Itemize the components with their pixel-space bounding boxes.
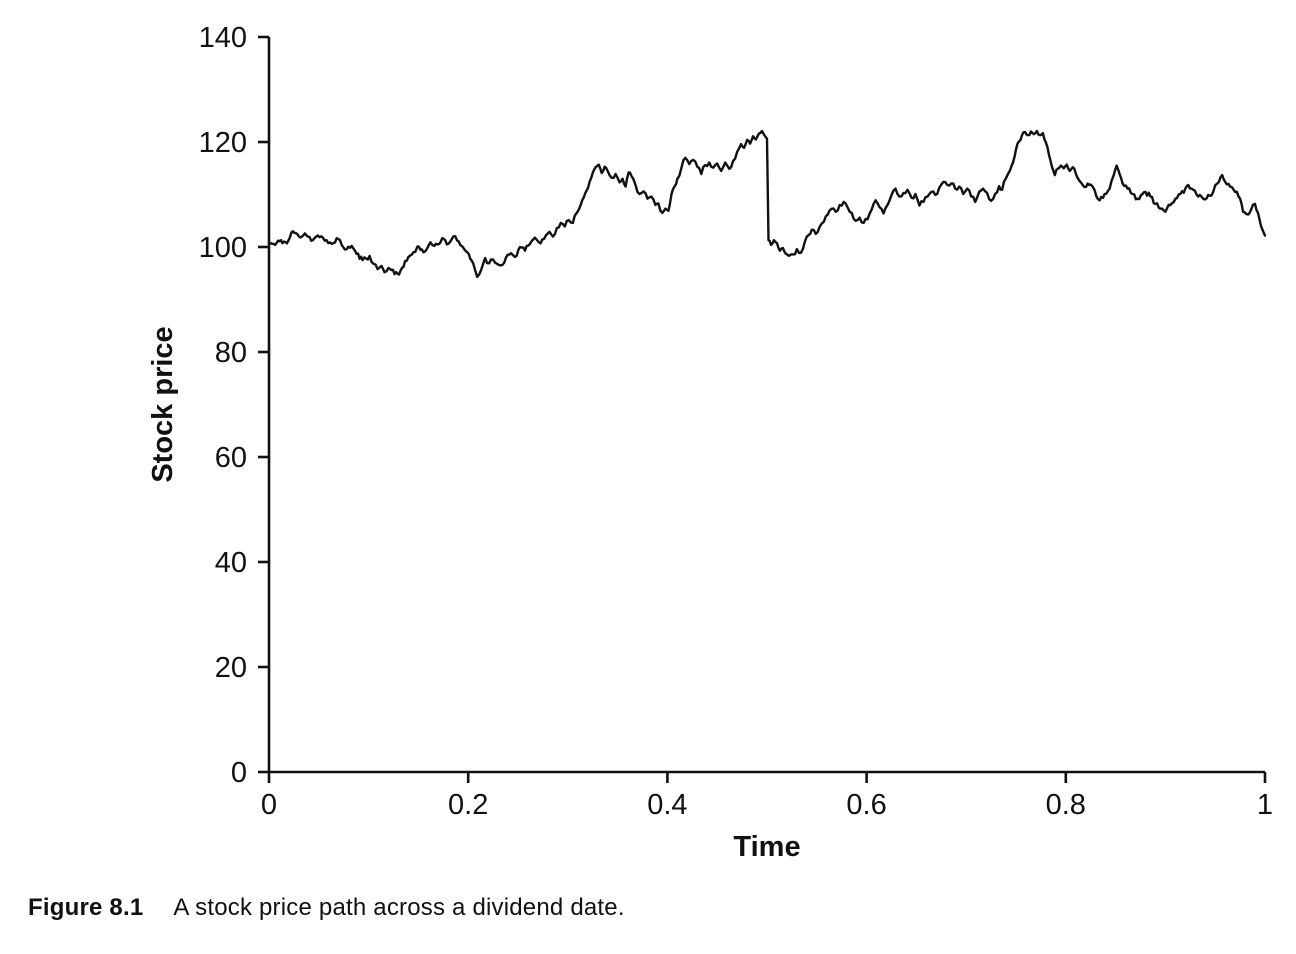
y-axis-tick-label: 0 [231,757,247,789]
figure-caption-text: A stock price path across a dividend dat… [173,894,625,921]
y-axis-tick-label: 40 [215,547,247,579]
y-axis-tick-label: 80 [215,337,247,369]
x-axis-tick-label: 0.4 [647,789,687,821]
x-axis-tick-label: 0.6 [846,789,886,821]
x-axis-tick-label: 0.2 [448,789,488,821]
figure-caption: Figure 8.1 A stock price path across a d… [28,894,625,922]
y-axis-title: Stock price [147,326,179,482]
y-axis-tick-label: 120 [199,127,247,159]
figure-caption-label: Figure 8.1 [28,894,144,921]
y-axis-tick-label: 100 [199,232,247,264]
stock-price-path-line [267,129,1267,279]
x-axis-tick-label: 0.8 [1046,789,1086,821]
x-axis-title: Time [733,831,800,863]
x-axis-tick-label: 0 [261,789,277,821]
x-axis-tick-label: 1 [1257,789,1273,821]
y-axis-tick-label: 60 [215,442,247,474]
y-axis-tick-label: 140 [199,22,247,54]
y-axis-tick-label: 20 [215,652,247,684]
